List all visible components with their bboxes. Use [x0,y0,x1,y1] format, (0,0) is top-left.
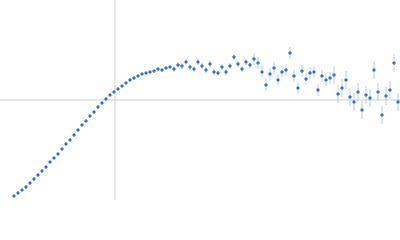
point [364,93,368,97]
point [312,70,316,74]
point [232,55,236,59]
point [360,108,364,112]
point [24,185,28,189]
point [396,100,400,104]
point [20,188,24,192]
point [300,69,304,73]
point [84,119,88,123]
point [356,90,360,94]
point [64,142,68,146]
point [208,62,212,66]
point [328,76,332,80]
point [216,71,220,75]
point [316,88,320,92]
point [156,67,160,71]
point [128,78,132,82]
point [160,68,164,72]
point [188,65,192,69]
point [184,60,188,64]
point [100,101,104,105]
point [28,181,32,185]
point [180,64,184,68]
point [280,70,284,74]
point [92,110,96,114]
point [176,63,180,67]
point [12,194,16,198]
point [48,160,52,164]
point [240,67,244,71]
point [88,114,92,118]
point [52,156,56,160]
point [68,138,72,142]
point [196,60,200,64]
point [380,113,384,117]
point [372,68,376,72]
point [348,95,352,99]
point [164,66,168,70]
point [304,77,308,81]
point [116,87,120,91]
point [124,81,128,85]
point [152,69,156,73]
point [112,90,116,94]
point [284,68,288,72]
point [296,86,300,90]
point [248,63,252,67]
point [272,66,276,70]
point [224,70,228,74]
point [120,84,124,88]
point [336,92,340,96]
point [236,62,240,66]
point [148,70,152,74]
point [212,70,216,74]
point [324,78,328,82]
point [72,133,76,137]
point [256,61,260,65]
point [388,88,392,92]
point [132,76,136,80]
point [228,64,232,68]
point [204,68,208,72]
point [44,165,48,169]
point [56,152,60,156]
point [384,94,388,98]
point [244,60,248,64]
chart [0,0,400,200]
point [332,73,336,77]
point [260,70,264,74]
point [16,191,20,195]
point [76,128,80,132]
point [220,65,224,69]
point [340,86,344,90]
point [36,173,40,177]
point [276,78,280,82]
point [144,71,148,75]
point [40,169,44,173]
point [376,90,380,94]
point [32,177,36,181]
point [136,74,140,78]
point [288,51,292,55]
point [168,65,172,69]
point [60,147,64,151]
point [252,57,256,61]
point [392,61,396,65]
point [344,78,348,82]
point [140,72,144,76]
point [104,97,108,101]
point [192,67,196,71]
point [200,64,204,68]
point [80,123,84,127]
point [368,96,372,100]
point [108,93,112,97]
point [96,105,100,109]
point [308,71,312,75]
point [292,74,296,78]
point [264,83,268,87]
point [268,72,272,76]
point [352,100,356,104]
point [172,67,176,71]
point [320,74,324,78]
